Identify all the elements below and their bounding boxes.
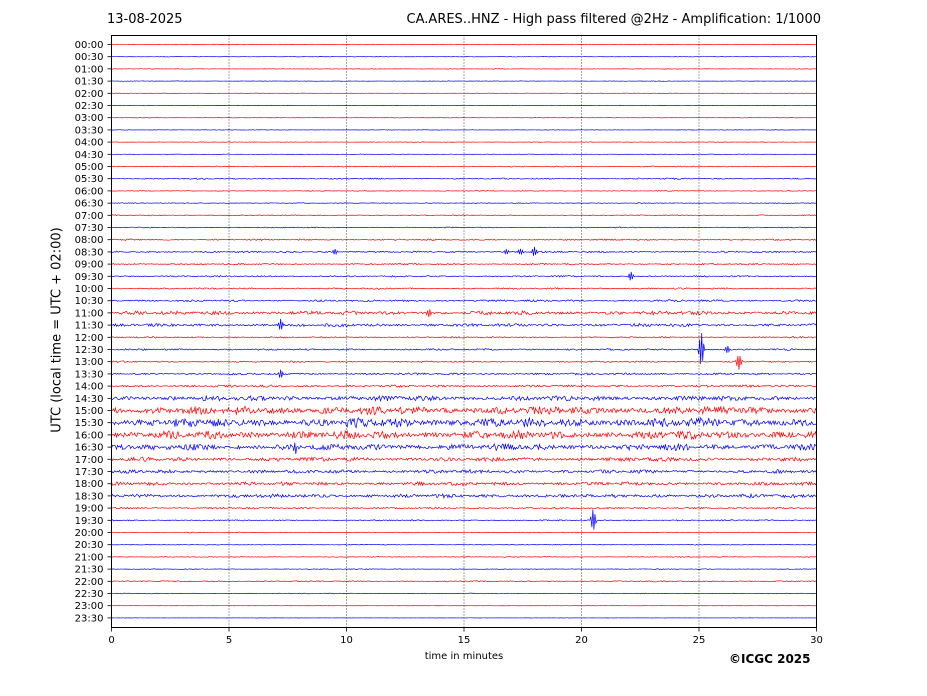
x-axis-label: time in minutes xyxy=(424,651,504,662)
trace-row xyxy=(111,177,817,180)
date-label: 13-08-2025 xyxy=(107,12,183,27)
y-tick-label: 10:30 xyxy=(75,296,104,307)
y-tick-label: 16:30 xyxy=(75,443,104,454)
y-tick-label: 19:30 xyxy=(75,516,104,527)
y-tick-label: 03:30 xyxy=(75,125,104,136)
trace-row xyxy=(111,153,817,155)
trace-row xyxy=(111,141,817,143)
y-tick-label: 01:30 xyxy=(75,77,104,88)
y-tick-label: 14:30 xyxy=(75,394,104,405)
y-tick-label: 07:30 xyxy=(75,223,104,234)
trace-row xyxy=(111,309,817,317)
x-tick-label: 0 xyxy=(108,635,114,646)
trace-row xyxy=(111,335,817,339)
x-tick-label: 25 xyxy=(693,635,706,646)
trace-row xyxy=(111,333,817,365)
chart-title: CA.ARES..HNZ - High pass filtered @2Hz -… xyxy=(406,12,821,27)
y-tick-label: 00:30 xyxy=(75,52,104,63)
y-tick-label: 05:00 xyxy=(75,162,104,173)
y-tick-label: 13:00 xyxy=(75,357,104,368)
x-ticks-layer: 0 5 10 15 20 25 30 xyxy=(108,627,823,646)
y-tick-label: 06:00 xyxy=(75,186,104,197)
trace-row xyxy=(111,190,817,192)
y-tick-label: 15:00 xyxy=(75,406,104,417)
y-tick-label: 06:30 xyxy=(75,199,104,210)
x-tick-label: 10 xyxy=(340,635,353,646)
y-tick-label: 05:30 xyxy=(75,174,104,185)
x-tick-label: 15 xyxy=(458,635,471,646)
trace-row xyxy=(111,543,817,546)
y-tick-label: 09:00 xyxy=(75,260,104,271)
y-tick-label: 15:30 xyxy=(75,418,104,429)
trace-row xyxy=(111,480,817,487)
y-tick-label: 01:00 xyxy=(75,64,104,75)
trace-row xyxy=(111,214,817,217)
trace-row xyxy=(111,117,817,119)
trace-row xyxy=(111,165,817,168)
y-tick-label: 19:00 xyxy=(75,504,104,515)
y-tick-label: 10:00 xyxy=(75,284,104,295)
y-tick-label: 02:00 xyxy=(75,89,104,100)
y-tick-label: 12:30 xyxy=(75,345,104,356)
trace-row xyxy=(111,394,817,402)
trace-row xyxy=(111,568,817,570)
y-tick-label: 08:00 xyxy=(75,235,104,246)
y-tick-label: 03:00 xyxy=(75,113,104,124)
y-tick-label: 11:30 xyxy=(75,321,104,332)
trace-row xyxy=(111,299,817,303)
y-tick-label: 14:00 xyxy=(75,382,104,393)
trace-row xyxy=(111,556,817,558)
y-tick-label: 12:00 xyxy=(75,333,104,344)
y-tick-label: 23:30 xyxy=(75,613,104,624)
trace-row xyxy=(111,355,817,370)
y-tick-label: 04:30 xyxy=(75,150,104,161)
y-tick-label: 07:00 xyxy=(75,211,104,222)
y-tick-label: 16:00 xyxy=(75,430,104,441)
y-tick-label: 23:00 xyxy=(75,601,104,612)
x-tick-label: 30 xyxy=(810,635,823,646)
trace-row xyxy=(111,202,817,204)
y-tick-label: 08:30 xyxy=(75,247,104,258)
x-tick-label: 20 xyxy=(575,635,588,646)
trace-row xyxy=(111,369,817,378)
trace-row xyxy=(111,129,817,131)
y-tick-label: 11:00 xyxy=(75,308,104,319)
y-tick-label: 17:00 xyxy=(75,455,104,466)
y-tick-label: 18:00 xyxy=(75,479,104,490)
y-tick-label: 21:00 xyxy=(75,552,104,563)
trace-row xyxy=(111,531,817,534)
y-tick-label: 20:30 xyxy=(75,540,104,551)
y-tick-label: 09:30 xyxy=(75,272,104,283)
trace-row xyxy=(111,246,817,256)
x-tick-label: 5 xyxy=(226,635,232,646)
y-tick-label: 22:30 xyxy=(75,589,104,600)
y-tick-label: 02:30 xyxy=(75,101,104,112)
copyright-label: ©ICGC 2025 xyxy=(729,652,811,666)
y-tick-label: 21:30 xyxy=(75,565,104,576)
y-tick-label: 00:00 xyxy=(75,40,104,51)
traces-layer xyxy=(111,43,817,619)
trace-row xyxy=(111,506,817,510)
trace-row xyxy=(111,405,817,416)
grid-layer xyxy=(228,35,700,628)
y-tick-label: 04:00 xyxy=(75,138,104,149)
y-tick-label: 17:30 xyxy=(75,467,104,478)
y-tick-label: 22:00 xyxy=(75,577,104,588)
y-tick-label: 18:30 xyxy=(75,491,104,502)
y-tick-label: 20:00 xyxy=(75,528,104,539)
trace-row xyxy=(111,509,817,530)
y-tick-label: 13:30 xyxy=(75,369,104,380)
plot-frame xyxy=(111,35,817,628)
